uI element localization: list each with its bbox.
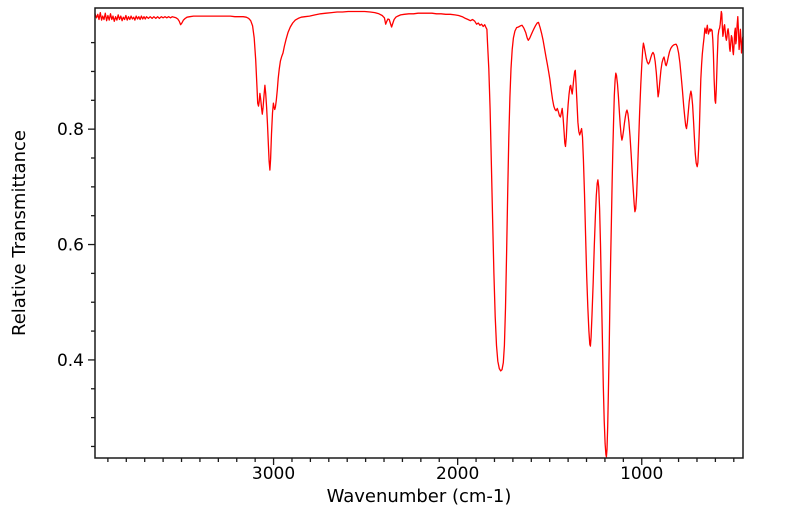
y-tick-label: 0.8 xyxy=(57,120,84,140)
x-axis-title: Wavenumber (cm-1) xyxy=(326,486,512,507)
y-tick-label: 0.6 xyxy=(57,236,84,256)
x-tick-label: 3000 xyxy=(252,464,295,484)
spectrum-line xyxy=(94,10,744,458)
x-tick-label: 1000 xyxy=(620,464,663,484)
x-tick-label: 2000 xyxy=(436,464,479,484)
plot-frame xyxy=(94,7,744,459)
y-axis-ticks xyxy=(88,41,95,448)
y-axis-title: Relative Transmittance xyxy=(9,130,30,336)
y-tick-label: 0.4 xyxy=(57,351,84,371)
